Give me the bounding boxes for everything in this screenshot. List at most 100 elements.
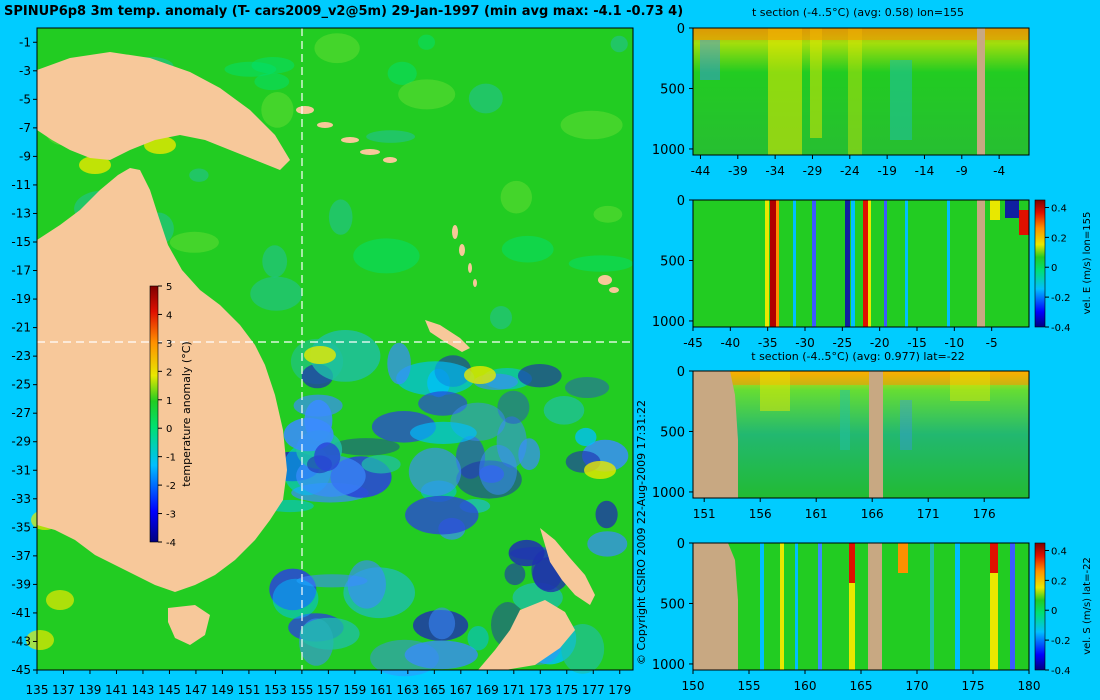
v-section-lat-22-colorbar-tick-label: -0.2 — [1051, 636, 1071, 647]
v-section-lat-22-y-tick-label: 500 — [660, 597, 685, 612]
cold-eddy — [396, 361, 475, 396]
vanuatu-islands — [452, 225, 477, 287]
map-colorbar-tick-label: -1 — [166, 453, 176, 464]
t-section-lon155-x-tick-label: -39 — [728, 164, 748, 178]
u-section-lon155-x-tick-label: -40 — [721, 336, 741, 350]
map-x-tick-label: 141 — [105, 683, 128, 697]
warm-anomaly-patch — [464, 366, 496, 384]
map-x-tick-label: 151 — [237, 683, 260, 697]
new-zealand-south-island — [478, 600, 575, 670]
warm-anomaly-patch — [46, 590, 74, 610]
cape-york — [120, 170, 145, 240]
u-section-lon155-base — [693, 200, 1029, 327]
warm-pool-eddy — [501, 235, 554, 263]
map-frame — [36, 27, 634, 671]
cold-eddy — [283, 417, 334, 452]
map-colorbar-tick-label: 2 — [166, 367, 172, 378]
cold-eddy — [299, 617, 360, 650]
map-colorbar-tick-label: 5 — [166, 282, 172, 293]
new-guinea-landmass — [37, 52, 290, 170]
t-section-lat-22-base — [693, 371, 1029, 498]
cold-eddy — [370, 639, 439, 677]
cold-eddy — [410, 421, 477, 444]
cold-eddy — [404, 640, 478, 670]
cold-eddy — [504, 563, 526, 586]
map-y-tick-label: -3 — [19, 64, 31, 78]
u-section-lon155-x-tick-label: -45 — [683, 336, 703, 350]
t-section-lon155-panel: t section (-4..5°C) (avg: 0.58) lon=155 … — [652, 6, 1030, 178]
v-section-lat-22-x-tick-label: 155 — [738, 679, 761, 693]
cold-eddy — [561, 624, 605, 674]
cold-eddy — [518, 438, 541, 471]
cold-eddy — [595, 500, 618, 529]
v-section-lat-22-panel: 150 155 160 165 170 175 180 0 500 1000 0.4 0.2 0 -0… — [652, 537, 1093, 693]
t-section-lon155-x-tick-label: -4 — [993, 164, 1005, 178]
u-section-lon155-x-tick-label: -10 — [945, 336, 965, 350]
v-section-lat-22-x-tick-label: 170 — [906, 679, 929, 693]
u-section-lon155-colorbar-tick-label: 0.4 — [1051, 203, 1067, 214]
cold-eddy — [428, 607, 456, 640]
cold-eddy — [272, 578, 319, 619]
cold-eddy — [587, 531, 628, 557]
v-section-colorbar-bar — [1034, 542, 1046, 671]
fiji-islands — [598, 275, 619, 293]
map-y-tick-label: -43 — [11, 634, 31, 648]
u-section-lon155-y-tick-label: 0 — [677, 194, 685, 209]
cold-eddy — [314, 442, 341, 472]
map-x-tick-label: 163 — [396, 683, 419, 697]
warm-pool-eddy — [189, 168, 209, 182]
warm-pool-eddy — [593, 205, 623, 223]
warm-pool-eddy — [353, 238, 420, 274]
u-section-lon155-x-tick-label: -25 — [833, 336, 853, 350]
map-y-tick-label: -13 — [11, 206, 31, 220]
cold-eddy — [543, 396, 585, 425]
map-x-tick-label: 161 — [370, 683, 393, 697]
u-section-lon155-features — [765, 200, 1029, 327]
map-x-tick-label: 137 — [52, 683, 75, 697]
map-y-tick-label: -29 — [11, 435, 31, 449]
warm-pool-eddy — [254, 73, 290, 91]
new-caledonia-island — [425, 320, 470, 352]
v-section-lat-22-colorbar-tick-label: 0 — [1051, 606, 1057, 617]
map-x-tick-label: 145 — [158, 683, 181, 697]
warm-pool-eddy — [261, 92, 294, 128]
t-section-lon155-base — [693, 28, 1029, 155]
t-section-lon155-features — [693, 28, 1029, 155]
v-section-lat-22-features — [693, 543, 1015, 670]
map-x-tick-label: 147 — [184, 683, 207, 697]
u-section-lon155-x-tick-label: -15 — [907, 336, 927, 350]
map-y-tick-label: -45 — [11, 663, 31, 677]
t-section-lon155-y-tick-label: 500 — [660, 82, 685, 97]
t-section-lat-22-x-tick-label: 171 — [917, 507, 940, 521]
map-colorbar-tick-label: -2 — [166, 481, 176, 492]
map-y-tick-label: -21 — [11, 321, 31, 335]
cold-eddy — [296, 574, 368, 588]
warm-pool-eddy — [560, 110, 623, 140]
t-section-lon155-x-tick-label: -34 — [765, 164, 785, 178]
warm-pool-eddy — [262, 245, 288, 278]
warm-pool-eddy — [610, 35, 628, 53]
v-section-lat-22-colorbar-tick-label: 0.4 — [1051, 546, 1067, 557]
t-section-lon155-x-tick-label: -44 — [691, 164, 711, 178]
warm-pool-eddy — [490, 306, 512, 330]
map-y-tick-label: -33 — [11, 492, 31, 506]
warm-pool-eddy — [568, 255, 634, 272]
cold-eddy — [418, 391, 468, 416]
map-colorbar-label: temperature anomaly (°C) — [180, 341, 193, 486]
map-title: SPINUP6p8 3m temp. anomaly (T- cars2009_… — [4, 4, 683, 19]
t-section-lon155-x-tick-label: -19 — [877, 164, 897, 178]
v-section-lat-22-x-tick-label: 150 — [682, 679, 705, 693]
warm-pool-eddy — [314, 33, 360, 64]
u-section-lon155-colorbar-tick-label: -0.4 — [1051, 323, 1071, 334]
t-section-lon155-title: t section (-4..5°C) (avg: 0.58) lon=155 — [752, 6, 964, 19]
t-section-lat-22-x-tick-label: 176 — [973, 507, 996, 521]
warm-pool-eddy — [169, 231, 219, 253]
warm-pool-eddy — [224, 61, 277, 77]
map-x-tick-label: 167 — [449, 683, 472, 697]
warm-pool-eddy — [418, 34, 435, 50]
map-y-tick-label: -41 — [11, 606, 31, 620]
map-x-tick-label: 177 — [582, 683, 605, 697]
map-y-tick-label: -35 — [11, 520, 31, 534]
